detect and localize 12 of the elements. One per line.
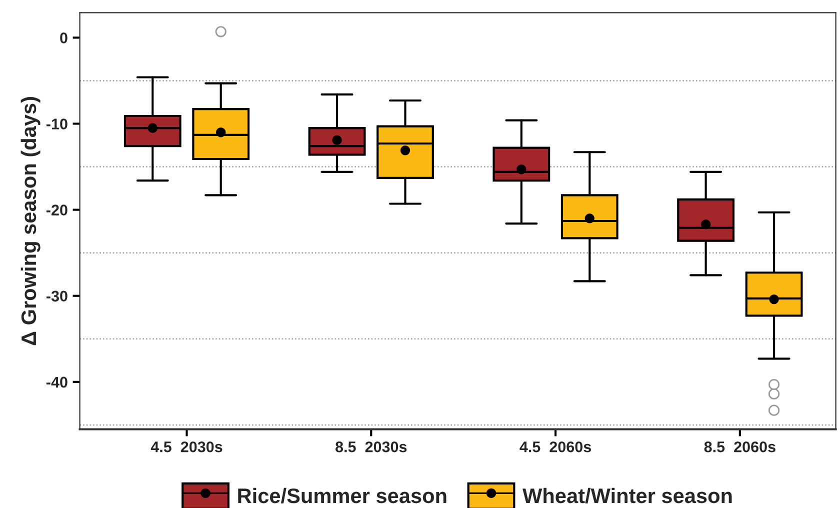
- y-tick-label: -10: [46, 118, 68, 130]
- x-tick-label: 4.5 2060s: [520, 441, 592, 452]
- legend-label: Wheat/Winter season: [522, 488, 732, 504]
- y-axis-title: Δ Growing season (days): [20, 97, 40, 346]
- legend-label: Rice/Summer season: [238, 488, 446, 504]
- x-tick-label: 8.5 2030s: [336, 441, 407, 452]
- y-tick-label: -20: [46, 204, 68, 216]
- x-tick-label: 8.5 2060s: [704, 441, 776, 452]
- y-tick-label: -40: [46, 376, 68, 388]
- y-tick-label: -30: [46, 290, 68, 302]
- y-tick-label: 0: [60, 32, 68, 44]
- x-tick-label: 4.5 2030s: [150, 441, 222, 452]
